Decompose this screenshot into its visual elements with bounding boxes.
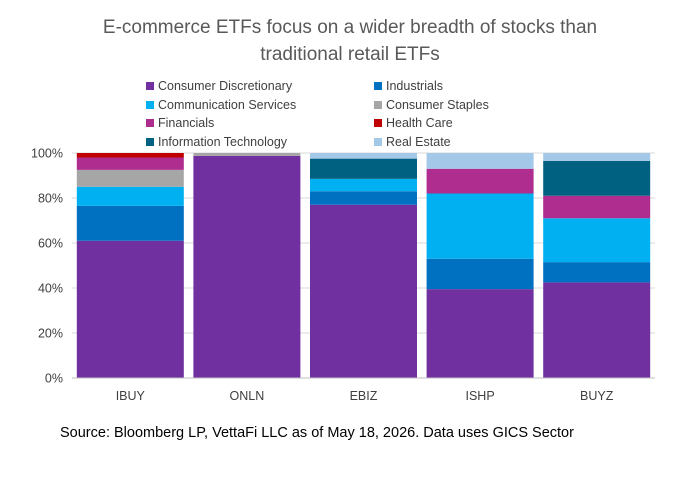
- bar-ebiz-information-technology: [310, 158, 417, 179]
- y-tick-label: 60%: [38, 237, 63, 251]
- bar-ishp-financials: [426, 168, 534, 194]
- x-tick-label-onln: ONLN: [230, 389, 265, 403]
- legend-item-health-care: Health Care: [374, 116, 453, 131]
- bar-buyz-consumer-discretionary: [543, 282, 651, 378]
- bar-ishp-industrials: [426, 258, 534, 290]
- legend-item-industrials: Industrials: [374, 79, 443, 94]
- bar-ishp-real-estate: [426, 153, 534, 169]
- bar-buyz-financials: [543, 195, 651, 219]
- x-tick-label-buyz: BUYZ: [580, 389, 614, 403]
- chart-title-line-1: E-commerce ETFs focus on a wider breadth…: [102, 17, 598, 38]
- legend-item-information-technology: Information Technology: [146, 135, 287, 150]
- y-tick-label: 40%: [38, 282, 63, 296]
- bar-buyz-industrials: [543, 262, 651, 283]
- legend-label: Information Technology: [158, 134, 288, 149]
- bar-ibuy-consumer-discretionary: [76, 240, 184, 378]
- legend-swatch: [374, 100, 382, 109]
- bar-ishp-communication-services: [426, 193, 534, 259]
- bar-ibuy-consumer-staples: [76, 169, 184, 187]
- x-tick-label-ebiz: EBIZ: [350, 389, 378, 403]
- bar-ibuy-industrials: [76, 205, 184, 241]
- y-tick-label: 80%: [38, 192, 63, 206]
- legend-label: Consumer Discretionary: [158, 79, 293, 93]
- x-tick-label-ibuy: IBUY: [116, 389, 146, 403]
- bars: [76, 153, 651, 378]
- legend-swatch: [146, 100, 154, 109]
- bar-ibuy-communication-services: [76, 186, 184, 206]
- legend-swatch: [146, 119, 154, 127]
- legend-swatch: [146, 137, 154, 146]
- bar-ibuy-health-care: [76, 153, 184, 158]
- legend-swatch: [374, 82, 382, 90]
- bar-ebiz-consumer-discretionary: [310, 204, 417, 378]
- chart-title-line-2: traditional retail ETFs: [260, 44, 440, 65]
- bar-ishp-consumer-discretionary: [426, 289, 534, 378]
- legend-swatch: [374, 119, 382, 127]
- legend-label: Real Estate: [386, 134, 451, 149]
- bar-ebiz-communication-services: [310, 178, 417, 192]
- bar-buyz-real-estate: [543, 153, 651, 161]
- legend-swatch: [146, 82, 154, 90]
- y-tick-label: 20%: [38, 327, 63, 341]
- bar-ebiz-real-estate: [310, 153, 417, 159]
- bar-ibuy-financials: [76, 157, 184, 170]
- legend-item-consumer-staples: Consumer Staples: [374, 98, 489, 113]
- bar-ebiz-industrials: [310, 191, 417, 205]
- y-tick-label: 0%: [45, 372, 63, 386]
- legend-label: Industrials: [386, 79, 443, 93]
- bar-onln-consumer-discretionary: [193, 155, 301, 378]
- axes: 0% 20% 40% 60% 80% 100% IBUY ONLN EBIZ ISHP BUYZ: [31, 147, 655, 403]
- legend-item-communication-services: Communication Services: [146, 98, 296, 113]
- legend-label: Health Care: [386, 116, 453, 130]
- legend-label: Consumer Staples: [386, 97, 489, 112]
- source-note: Source: Bloomberg LP, VettaFi LLC as of …: [60, 425, 574, 441]
- bar-onln-consumer-staples: [193, 153, 301, 156]
- legend-item-consumer-discretionary: Consumer Discretionary: [146, 79, 292, 94]
- legend-label: Financials: [158, 116, 215, 130]
- x-tick-label-ishp: ISHP: [466, 389, 495, 403]
- legend-item-real-estate: Real Estate: [374, 135, 451, 150]
- y-tick-label: 100%: [31, 147, 63, 161]
- chart-title: E-commerce ETFs focus on a wider breadth…: [0, 14, 700, 68]
- bar-buyz-information-technology: [543, 160, 651, 196]
- bar-buyz-communication-services: [543, 218, 651, 263]
- legend-swatch: [374, 137, 382, 146]
- legend-label: Communication Services: [158, 97, 297, 112]
- legend-item-financials: Financials: [146, 116, 214, 131]
